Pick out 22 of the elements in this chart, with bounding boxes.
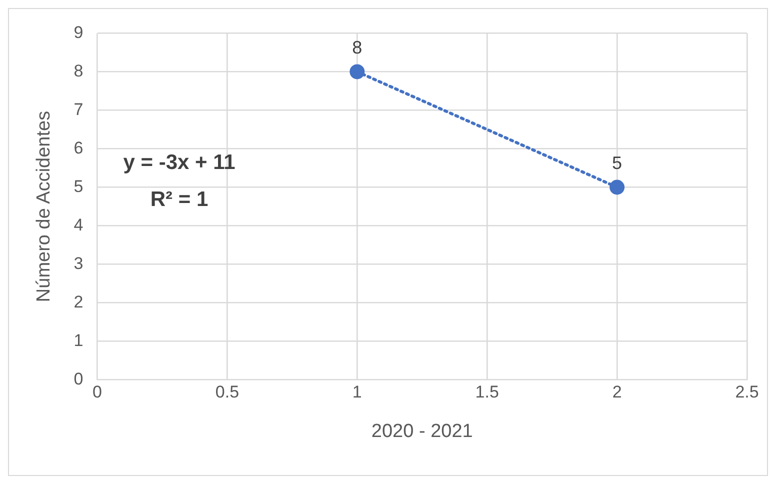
- data-label: 5: [612, 153, 622, 174]
- y-tick-label: 0: [74, 369, 84, 388]
- x-tick-label: 1.5: [475, 382, 499, 402]
- y-tick-label: 8: [74, 61, 84, 80]
- y-tick-label: 9: [74, 22, 84, 42]
- y-axis-title: Número de Accidentes: [34, 110, 55, 302]
- y-tick-label: 5: [74, 176, 84, 196]
- y-tick-label: 1: [74, 330, 84, 350]
- x-axis-title: 2020 - 2021: [371, 420, 473, 442]
- y-tick-label: 6: [74, 138, 84, 158]
- y-tick-label: 3: [74, 254, 84, 273]
- annotation: R² = 1: [150, 188, 208, 211]
- y-tick-label: 4: [74, 215, 84, 234]
- x-tick-label: 2: [612, 382, 622, 402]
- x-tick-label: 0.5: [215, 382, 240, 402]
- data-label: 8: [352, 38, 362, 58]
- y-tick-label: 7: [74, 100, 84, 119]
- x-tick-label: 1: [352, 382, 362, 402]
- y-tick-label: 2: [74, 292, 84, 312]
- x-tick-label: 2.5: [735, 382, 759, 402]
- annotation: y = -3x + 11: [123, 150, 236, 174]
- x-tick-label: 0: [92, 382, 102, 402]
